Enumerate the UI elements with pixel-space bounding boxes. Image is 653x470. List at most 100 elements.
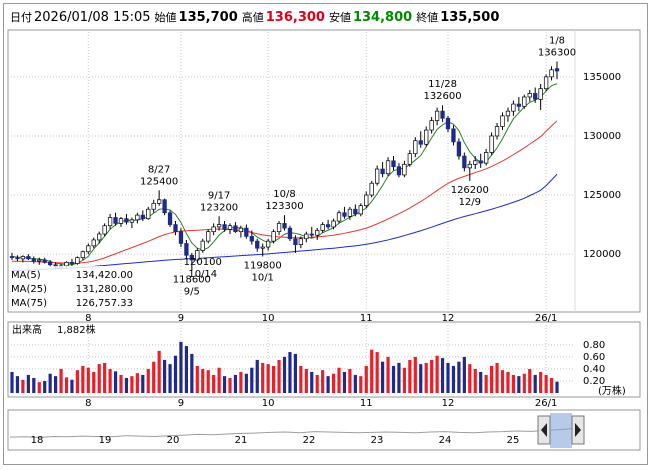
volume-bar: [315, 374, 319, 393]
navigator-window[interactable]: [550, 413, 572, 448]
volume-bar: [353, 374, 357, 393]
navigator-line: [9, 427, 576, 438]
candle-body: [522, 96, 527, 107]
arrow-right: [575, 423, 581, 437]
candle-body: [15, 257, 20, 260]
candle-body: [97, 233, 102, 241]
annotation-date: 1/8: [549, 36, 565, 47]
volume-bar: [495, 362, 499, 393]
volume-bar: [75, 370, 79, 393]
candle-body: [42, 259, 47, 263]
candle-body: [375, 168, 380, 184]
volume-bar: [64, 377, 69, 393]
volume-bar: [348, 368, 352, 393]
candle-body: [533, 93, 538, 100]
volume-bar: [130, 376, 134, 393]
header-label: 日付: [10, 11, 32, 24]
legend-box: [9, 266, 136, 310]
y-tick-label: 0.60: [583, 352, 605, 363]
volume-bar: [37, 382, 41, 393]
candle-body: [86, 245, 91, 253]
candle-body: [309, 233, 314, 236]
candle-body: [347, 208, 353, 217]
candle-body: [26, 256, 31, 260]
volume-bar: [244, 373, 248, 393]
volume-bar: [381, 361, 385, 393]
volume-bar: [201, 368, 205, 393]
volume-bar: [490, 365, 494, 393]
candle-body: [255, 240, 260, 249]
candle-body: [325, 224, 331, 228]
volume-bar: [533, 374, 537, 393]
volume-bar: [549, 377, 554, 393]
navigator-label: 22: [303, 435, 316, 446]
volume-bar: [457, 361, 461, 393]
volume-bar: [506, 371, 510, 393]
volume-bar: [413, 356, 417, 393]
candle-body: [451, 128, 456, 143]
volume-bar: [440, 358, 445, 393]
candle-body: [222, 224, 227, 230]
y-tick-label: 130000: [583, 131, 621, 142]
navigator-label: 20: [167, 435, 180, 446]
volume-bar: [517, 376, 521, 393]
candle-body: [91, 239, 96, 247]
candle-body: [538, 88, 543, 100]
volume-bar: [402, 367, 406, 393]
candle-body: [293, 238, 298, 246]
legend-name: MA(75): [11, 298, 47, 309]
arrow-left: [541, 423, 547, 437]
volume-bar: [288, 352, 292, 393]
volume-bar: [239, 371, 243, 393]
frame: [3, 3, 648, 465]
volume-bar: [163, 359, 167, 393]
volume-bar: [282, 356, 287, 393]
header-label: 終値: [416, 11, 439, 24]
candle-body: [75, 257, 80, 264]
volume-bar: [206, 370, 210, 393]
candle-body: [489, 135, 494, 153]
x-tick-label: 12: [442, 313, 455, 324]
volume-bar: [408, 359, 412, 393]
candle-body: [80, 251, 86, 259]
annotation-price: 123300: [265, 201, 303, 212]
candle-body: [69, 262, 75, 264]
volume-bar: [266, 364, 270, 393]
candle-body: [189, 254, 195, 261]
volume-bar: [157, 350, 161, 393]
volume-bar: [32, 377, 36, 393]
volume-bar: [70, 379, 74, 393]
volume-label-box: [9, 323, 109, 336]
x-tick-label: 9: [178, 313, 184, 324]
annotation-price: 125400: [140, 176, 178, 187]
candle-body: [353, 208, 358, 215]
x-tick-label: 11: [360, 398, 373, 409]
volume-bar: [539, 371, 543, 393]
candle-body: [462, 155, 467, 169]
volume-bar: [113, 371, 118, 393]
legend-value: 131,280.00: [76, 284, 133, 295]
volume-bar: [337, 367, 341, 393]
volume-bar: [135, 373, 139, 393]
annotation-price: 132600: [423, 91, 461, 102]
candle-body: [473, 160, 478, 165]
candle-body: [369, 182, 374, 196]
annotation-date: 10/1: [251, 272, 273, 283]
candle-body: [233, 225, 238, 233]
x-tick-label: 10: [262, 398, 275, 409]
volume-bar: [141, 374, 145, 393]
navigator-handles: [537, 413, 585, 448]
candle-body: [118, 218, 124, 224]
annotation-date: 9/5: [184, 287, 200, 298]
candle-body: [298, 238, 303, 246]
volume-bar: [146, 368, 150, 393]
volume-bar: [124, 377, 129, 393]
volume-bar: [424, 362, 428, 393]
candle-body: [429, 120, 434, 131]
y-tick-label: 0.20: [583, 376, 605, 387]
volume-bar: [277, 359, 281, 393]
volume-bar: [446, 362, 450, 393]
ma-line: [11, 173, 558, 272]
header-value: 135,500: [440, 10, 500, 25]
